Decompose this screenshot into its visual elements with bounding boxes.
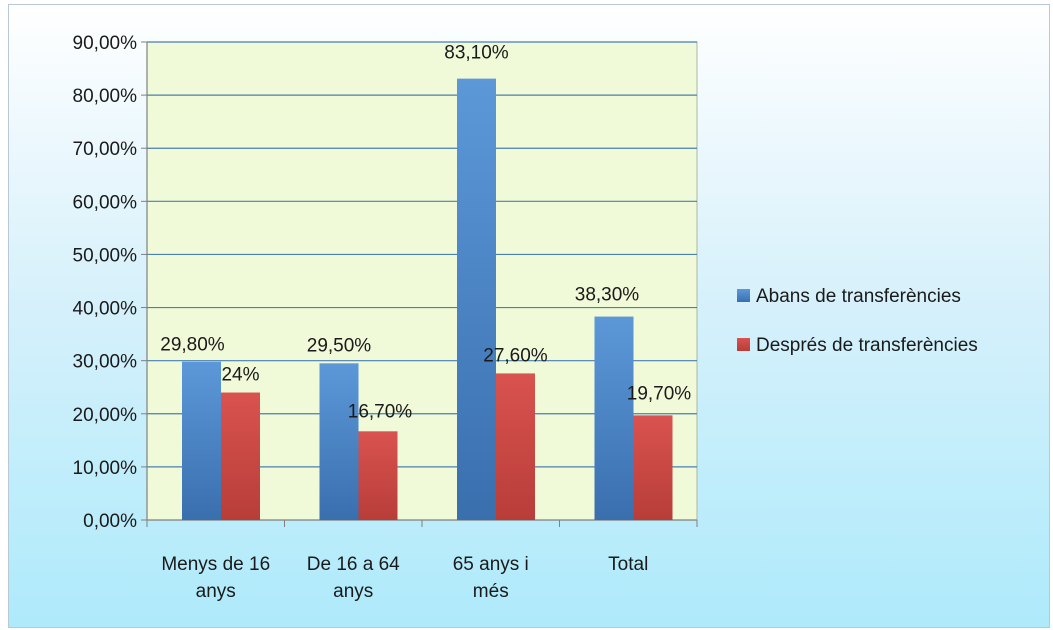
data-label: 29,80%	[160, 335, 225, 356]
y-tick-label: 50,00%	[73, 245, 138, 266]
data-label: 38,30%	[575, 285, 640, 306]
x-category-label: 65 anys i més	[453, 554, 529, 602]
bar-before	[182, 361, 221, 520]
y-tick-label: 10,00%	[73, 458, 138, 479]
y-tick-label: 20,00%	[73, 405, 138, 426]
y-tick-label: 90,00%	[73, 33, 138, 54]
bar-before	[319, 363, 359, 520]
bar-after	[633, 415, 673, 520]
data-labels: 29,80% 29,50% 83,10% 38,30% 24% 16,70% 27,60% 1…	[160, 43, 691, 423]
y-tick-label: 60,00%	[73, 192, 138, 213]
x-category-label: Total	[608, 554, 648, 575]
data-label: 19,70%	[627, 383, 692, 404]
y-tick-label: 80,00%	[73, 86, 138, 107]
bars	[182, 78, 673, 520]
legend: Abans de transferències Després de transf…	[737, 286, 978, 356]
bar-before	[457, 78, 496, 520]
bar-chart: 0,00% 10,00% 20,00% 30,00% 40,00% 50,00% 60,00…	[73, 33, 978, 602]
data-label: 29,50%	[307, 335, 372, 356]
x-category-label: Menys de 16 anys	[161, 554, 270, 602]
data-label: 24%	[221, 365, 259, 386]
y-tick-label: 30,00%	[73, 352, 138, 373]
legend-label: Després de transferències	[756, 335, 978, 356]
bar-after	[358, 431, 398, 520]
data-label: 27,60%	[483, 345, 548, 366]
y-tick-label: 40,00%	[73, 299, 138, 320]
legend-swatch	[737, 289, 750, 302]
x-category-label: De 16 a 64 anys	[307, 554, 400, 602]
data-label: 83,10%	[444, 43, 509, 64]
bar-after	[221, 392, 260, 520]
y-tick-label: 0,00%	[83, 511, 137, 532]
bar-before	[594, 316, 634, 520]
data-label: 16,70%	[348, 401, 413, 422]
axes: 0,00% 10,00% 20,00% 30,00% 40,00% 50,00% 60,00…	[73, 33, 698, 602]
y-tick-label: 70,00%	[73, 139, 138, 160]
bar-after	[496, 373, 535, 520]
legend-swatch	[737, 338, 750, 351]
legend-label: Abans de transferències	[756, 286, 961, 307]
chart-frame: 0,00% 10,00% 20,00% 30,00% 40,00% 50,00% 60,00…	[8, 4, 1050, 628]
